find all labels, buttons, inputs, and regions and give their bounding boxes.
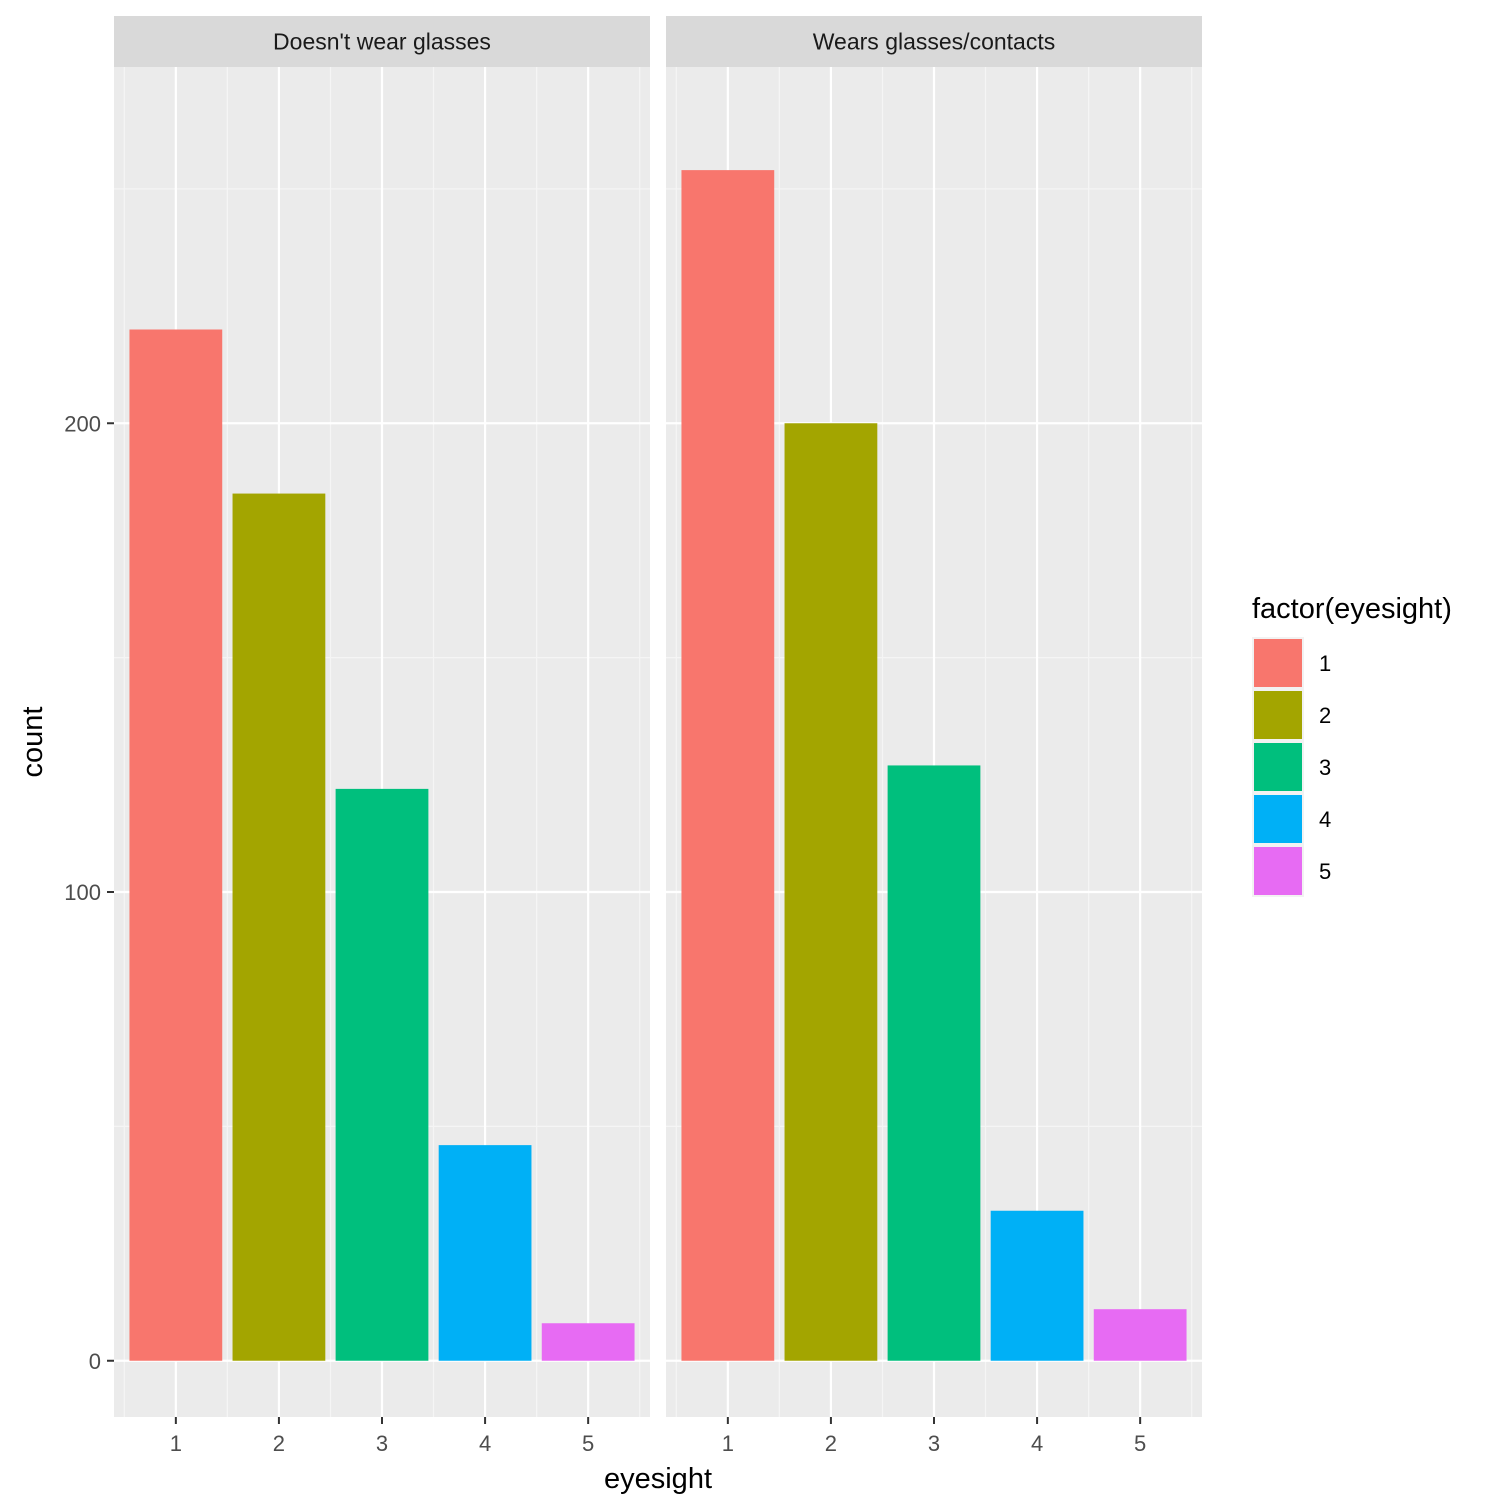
legend-swatch-2 <box>1254 691 1302 739</box>
y-tick-label: 100 <box>64 880 101 905</box>
x-tick-label: 1 <box>170 1431 182 1456</box>
bar-1-3 <box>335 788 429 1361</box>
legend-title: factor(eyesight) <box>1252 593 1452 625</box>
y-tick-label: 200 <box>64 411 101 436</box>
x-tick-label: 4 <box>479 1431 491 1456</box>
facet-strip-label: Wears glasses/contacts <box>813 29 1055 55</box>
bar-1-1 <box>129 329 223 1361</box>
facet-strip <box>666 16 1202 67</box>
bar-2-4 <box>990 1210 1084 1361</box>
legend-label-5: 5 <box>1319 859 1331 884</box>
x-tick-label: 3 <box>376 1431 388 1456</box>
x-axis-title: eyesight <box>604 1463 712 1495</box>
legend-swatch-1 <box>1254 639 1302 687</box>
legend: factor(eyesight) 1 2 3 4 5 <box>1252 593 1452 897</box>
panel-1: Doesn't wear glasses 1 2 3 4 5 <box>114 16 650 1456</box>
x-tick-label: 4 <box>1031 1431 1043 1456</box>
legend-label-2: 2 <box>1319 703 1331 728</box>
y-axis-title: count <box>17 707 49 778</box>
legend-label-1: 1 <box>1319 651 1331 676</box>
bar-2-5 <box>1093 1309 1187 1361</box>
bar-1-2 <box>232 493 326 1361</box>
legend-label-3: 3 <box>1319 755 1331 780</box>
facet-strip <box>114 16 650 67</box>
facet-strip-label: Doesn't wear glasses <box>273 29 491 55</box>
x-tick-label: 2 <box>825 1431 837 1456</box>
legend-label-4: 4 <box>1319 807 1331 832</box>
y-tick-label: 0 <box>89 1349 101 1374</box>
x-tick-label: 1 <box>722 1431 734 1456</box>
bar-1-4 <box>438 1145 532 1361</box>
bar-1-5 <box>541 1323 635 1361</box>
bar-2-2 <box>784 423 878 1361</box>
x-tick-label: 5 <box>582 1431 594 1456</box>
y-axis: 0 100 200 <box>64 411 114 1374</box>
legend-swatch-5 <box>1254 847 1302 895</box>
bar-2-1 <box>681 170 775 1361</box>
bar-2-3 <box>887 765 981 1361</box>
x-tick-label: 3 <box>928 1431 940 1456</box>
panel-2: Wears glasses/contacts 1 2 3 4 5 <box>666 16 1202 1456</box>
x-tick-label: 2 <box>273 1431 285 1456</box>
legend-swatch-3 <box>1254 743 1302 791</box>
x-tick-label: 5 <box>1134 1431 1146 1456</box>
legend-swatch-4 <box>1254 795 1302 843</box>
